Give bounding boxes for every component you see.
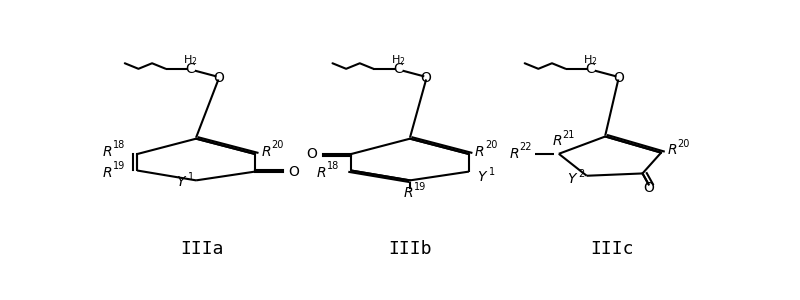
- Text: 18: 18: [113, 140, 126, 150]
- Text: 20: 20: [271, 140, 283, 150]
- Text: R: R: [667, 143, 677, 157]
- Text: O: O: [421, 70, 431, 85]
- Text: 1: 1: [188, 172, 194, 182]
- Text: O: O: [289, 165, 299, 178]
- Text: 19: 19: [113, 161, 126, 171]
- Text: O: O: [613, 70, 624, 85]
- Text: Y: Y: [176, 175, 185, 189]
- Text: 19: 19: [414, 182, 426, 192]
- Text: O: O: [643, 181, 654, 195]
- Text: IIIb: IIIb: [388, 239, 432, 257]
- Text: H$_2$: H$_2$: [183, 53, 198, 67]
- Text: Y: Y: [477, 170, 486, 184]
- Text: C: C: [186, 62, 195, 76]
- Text: R: R: [103, 145, 113, 159]
- Text: 21: 21: [562, 130, 575, 140]
- Text: 20: 20: [678, 139, 690, 149]
- Text: 18: 18: [327, 161, 339, 171]
- Text: IIIa: IIIa: [181, 239, 224, 257]
- Text: IIIc: IIIc: [590, 239, 634, 257]
- Text: 2: 2: [578, 169, 585, 179]
- Text: O: O: [306, 147, 318, 161]
- Text: 1: 1: [489, 167, 495, 177]
- Text: O: O: [213, 70, 224, 85]
- Text: H$_2$: H$_2$: [391, 53, 406, 67]
- Text: R: R: [553, 134, 562, 148]
- Text: Y: Y: [567, 172, 575, 186]
- Text: R: R: [262, 145, 271, 159]
- Text: R: R: [103, 166, 113, 180]
- Text: R: R: [475, 145, 485, 159]
- Text: R: R: [510, 147, 519, 161]
- Text: H$_2$: H$_2$: [583, 53, 598, 67]
- Text: C: C: [394, 62, 403, 76]
- Text: 22: 22: [519, 142, 532, 152]
- Text: R: R: [404, 186, 414, 200]
- Text: 20: 20: [485, 140, 498, 150]
- Text: C: C: [586, 62, 595, 76]
- Text: R: R: [317, 166, 326, 180]
